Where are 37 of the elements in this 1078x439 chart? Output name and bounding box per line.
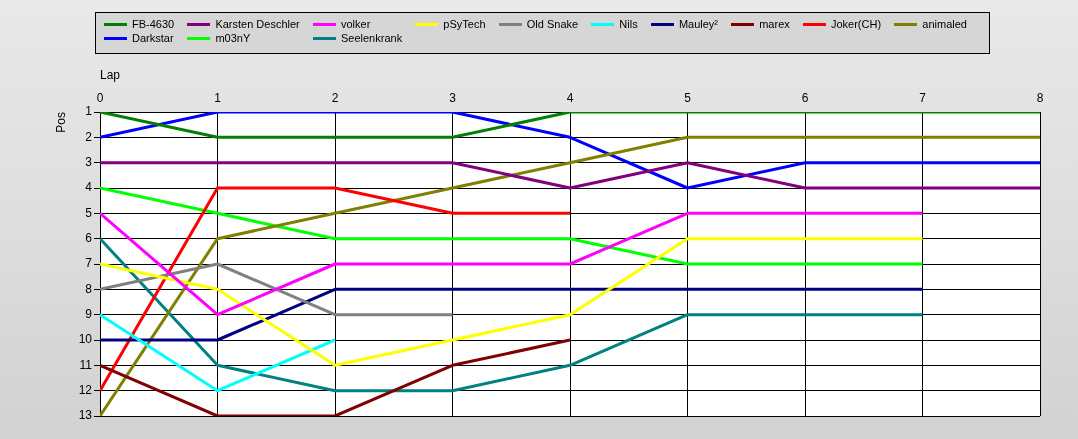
x-tick-label: 2 (331, 91, 339, 106)
y-tick-label: 12 (78, 382, 93, 397)
legend-label: Old Snake (526, 17, 579, 31)
x-tick-label: 7 (919, 91, 927, 106)
y-tick-label: 13 (78, 408, 93, 423)
y-axis-title: Pos (54, 112, 69, 133)
x-tick-label: 0 (96, 91, 104, 106)
x-tick-label: 8 (1036, 91, 1044, 106)
x-tick-label: 4 (566, 91, 574, 106)
x-tick-label: 6 (801, 91, 809, 106)
legend-label: Karsten Deschler (215, 17, 300, 31)
x-tick-label: 1 (214, 91, 222, 106)
legend-label: Seelenkrank (340, 31, 403, 45)
y-tick-label: 9 (85, 306, 93, 321)
y-tick-label: 8 (85, 281, 93, 296)
y-tick-label: 5 (85, 205, 93, 220)
x-tick-label: 5 (684, 91, 692, 106)
legend-label: FB-4630 (132, 17, 175, 31)
x-axis-title: Lap (100, 67, 121, 82)
y-tick-label: 6 (85, 230, 93, 245)
y-tick-label: 4 (85, 180, 93, 195)
y-tick-label: 2 (85, 129, 93, 144)
legend-label: Joker(CH) (830, 17, 882, 31)
y-tick-label: 3 (85, 154, 93, 169)
legend-label: Nils (619, 17, 638, 31)
legend-label: Darkstar (132, 31, 174, 45)
x-tick-label: 3 (449, 91, 457, 106)
legend-label: volker (340, 17, 371, 31)
y-tick-label: 10 (78, 332, 93, 347)
y-tick-label: 1 (85, 104, 93, 119)
legend-label: Mauley² (678, 17, 718, 31)
legend-label: marex (759, 17, 790, 31)
legend-label: animaled (922, 17, 967, 31)
legend-label: pSyTech (443, 17, 486, 31)
y-tick-label: 7 (85, 256, 93, 271)
legend-label: m03nY (215, 31, 251, 45)
y-tick-label: 11 (79, 357, 93, 372)
